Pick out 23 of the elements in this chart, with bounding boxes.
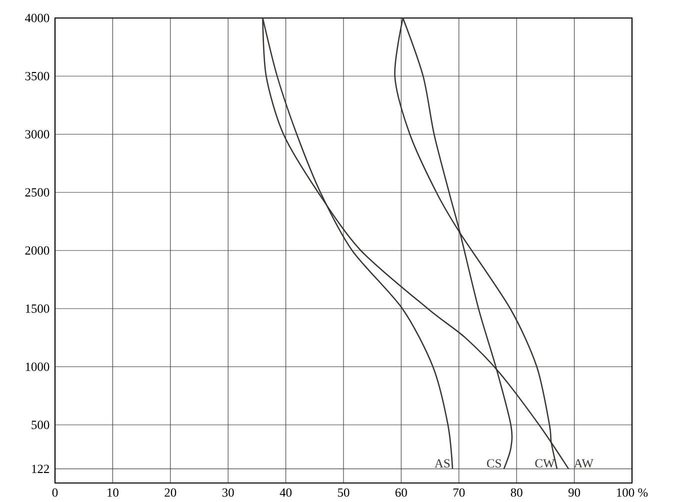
x-tick-label: 20: [164, 488, 176, 497]
y-tick-label: 1500: [26, 304, 50, 313]
x-tick-label: 100 %: [617, 488, 648, 497]
y-tick-label: 1000: [26, 362, 50, 371]
series-label: CW: [535, 459, 555, 468]
y-tick-label: 2500: [25, 188, 50, 197]
y-tick-label: 2000: [25, 246, 50, 255]
y-tick-label: 4000: [24, 14, 50, 22]
x-tick-label: 0: [52, 488, 58, 497]
y-tick-label: 3000: [25, 130, 50, 138]
x-tick-label: 80: [510, 488, 522, 497]
x-tick-label: 90: [568, 488, 580, 497]
y-tick-label: 122: [32, 464, 49, 473]
x-tick-label: 50: [338, 488, 350, 497]
x-tick-label: 30: [222, 488, 234, 497]
x-tick-label: 60: [396, 488, 407, 497]
x-tick-label: 10: [108, 488, 118, 497]
series-label: CS: [487, 459, 501, 468]
y-tick-label: 500: [32, 420, 50, 430]
series-label: AS: [434, 459, 450, 468]
y-tick-label: 3500: [25, 72, 50, 80]
x-tick-label: 40: [280, 488, 292, 497]
x-tick-label: 70: [454, 488, 465, 497]
